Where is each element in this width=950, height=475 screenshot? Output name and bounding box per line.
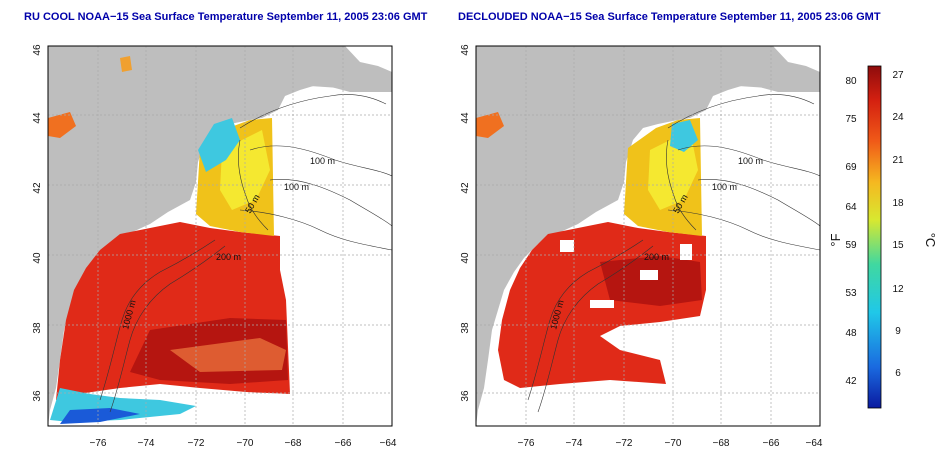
colorbar-f-tick: 75 <box>845 114 857 125</box>
right-map-panel <box>476 46 820 426</box>
colorbar-c-ticks: 27 24 21 18 15 12 9 6 <box>892 70 904 379</box>
left-x-tick: −74 <box>138 438 155 449</box>
left-x-tick: −76 <box>90 438 107 449</box>
left-y-tick: 38 <box>32 322 43 334</box>
right-map-title: DECLOUDED NOAA−15 Sea Surface Temperatur… <box>458 11 881 23</box>
right-y-tick: 42 <box>460 182 471 194</box>
right-land-mass <box>476 46 820 426</box>
left-map-panel <box>48 46 392 426</box>
left-contour-label: 200 m <box>216 252 241 262</box>
colorbar-f-tick: 69 <box>845 162 857 173</box>
left-y-tick: 40 <box>32 252 43 264</box>
right-y-tick: 36 <box>460 390 471 402</box>
right-x-tick: −72 <box>616 438 633 449</box>
right-contour-label: 200 m <box>644 252 669 262</box>
right-sst-hot <box>600 256 702 306</box>
right-lat-lon-grid <box>476 46 820 426</box>
colorbar-c-tick: 12 <box>892 284 904 295</box>
right-map-frame <box>475 45 821 427</box>
left-y-axis: 46 44 42 40 38 36 <box>32 44 43 402</box>
right-y-tick: 44 <box>460 112 471 124</box>
right-x-tick: −66 <box>763 438 780 449</box>
right-x-tick: −74 <box>566 438 583 449</box>
left-y-tick: 46 <box>32 44 43 56</box>
left-bathymetry-contours <box>99 94 392 413</box>
temperature-colorbar: 80 75 69 64 59 53 48 42 27 24 21 18 15 1… <box>828 65 938 409</box>
right-y-axis: 46 44 42 40 38 36 <box>460 44 471 402</box>
left-x-tick: −70 <box>237 438 254 449</box>
left-lat-lon-grid <box>48 46 392 426</box>
colorbar-gradient <box>867 65 882 409</box>
colorbar-f-tick: 53 <box>845 288 857 299</box>
right-contour-label: 100 m <box>712 182 737 192</box>
left-y-tick: 42 <box>32 182 43 194</box>
colorbar-f-tick: 64 <box>845 202 857 213</box>
left-sst-cool <box>198 118 240 172</box>
colorbar-celsius-label: °C <box>923 233 938 248</box>
colorbar-c-tick: 18 <box>892 198 904 209</box>
colorbar-f-tick: 80 <box>845 76 857 87</box>
left-x-tick: −64 <box>380 438 397 449</box>
right-x-tick: −68 <box>713 438 730 449</box>
right-x-tick: −76 <box>518 438 535 449</box>
left-map-frame <box>47 45 393 427</box>
colorbar-f-tick: 48 <box>845 328 857 339</box>
colorbar-c-tick: 24 <box>892 112 904 123</box>
right-x-tick: −64 <box>806 438 823 449</box>
left-x-axis: −76 −74 −72 −70 −68 −66 −64 <box>90 438 397 449</box>
right-y-tick: 38 <box>460 322 471 334</box>
left-map-title: RU COOL NOAA−15 Sea Surface Temperature … <box>24 11 428 23</box>
left-contour-label: 100 m <box>310 156 335 166</box>
left-y-tick: 44 <box>32 112 43 124</box>
colorbar-fahrenheit-label: °F <box>828 233 843 246</box>
right-y-tick: 46 <box>460 44 471 56</box>
right-bathymetry-contours <box>527 94 820 413</box>
left-x-tick: −68 <box>285 438 302 449</box>
right-x-tick: −70 <box>665 438 682 449</box>
colorbar-c-tick: 27 <box>892 70 904 81</box>
colorbar-c-tick: 21 <box>892 155 904 166</box>
left-land-mass <box>48 46 392 426</box>
left-x-tick: −66 <box>335 438 352 449</box>
colorbar-c-tick: 6 <box>895 368 901 379</box>
left-contour-label: 100 m <box>284 182 309 192</box>
right-x-axis: −76 −74 −72 −70 −68 −66 −64 <box>518 438 823 449</box>
left-y-tick: 36 <box>32 390 43 402</box>
right-y-tick: 40 <box>460 252 471 264</box>
colorbar-f-tick: 59 <box>845 240 857 251</box>
right-sst-cool <box>670 120 698 152</box>
colorbar-c-tick: 9 <box>895 326 901 337</box>
colorbar-c-tick: 15 <box>892 240 904 251</box>
left-x-tick: −72 <box>188 438 205 449</box>
right-contour-label: 100 m <box>738 156 763 166</box>
colorbar-f-tick: 42 <box>845 376 857 387</box>
colorbar-f-ticks: 80 75 69 64 59 53 48 42 <box>845 76 857 387</box>
